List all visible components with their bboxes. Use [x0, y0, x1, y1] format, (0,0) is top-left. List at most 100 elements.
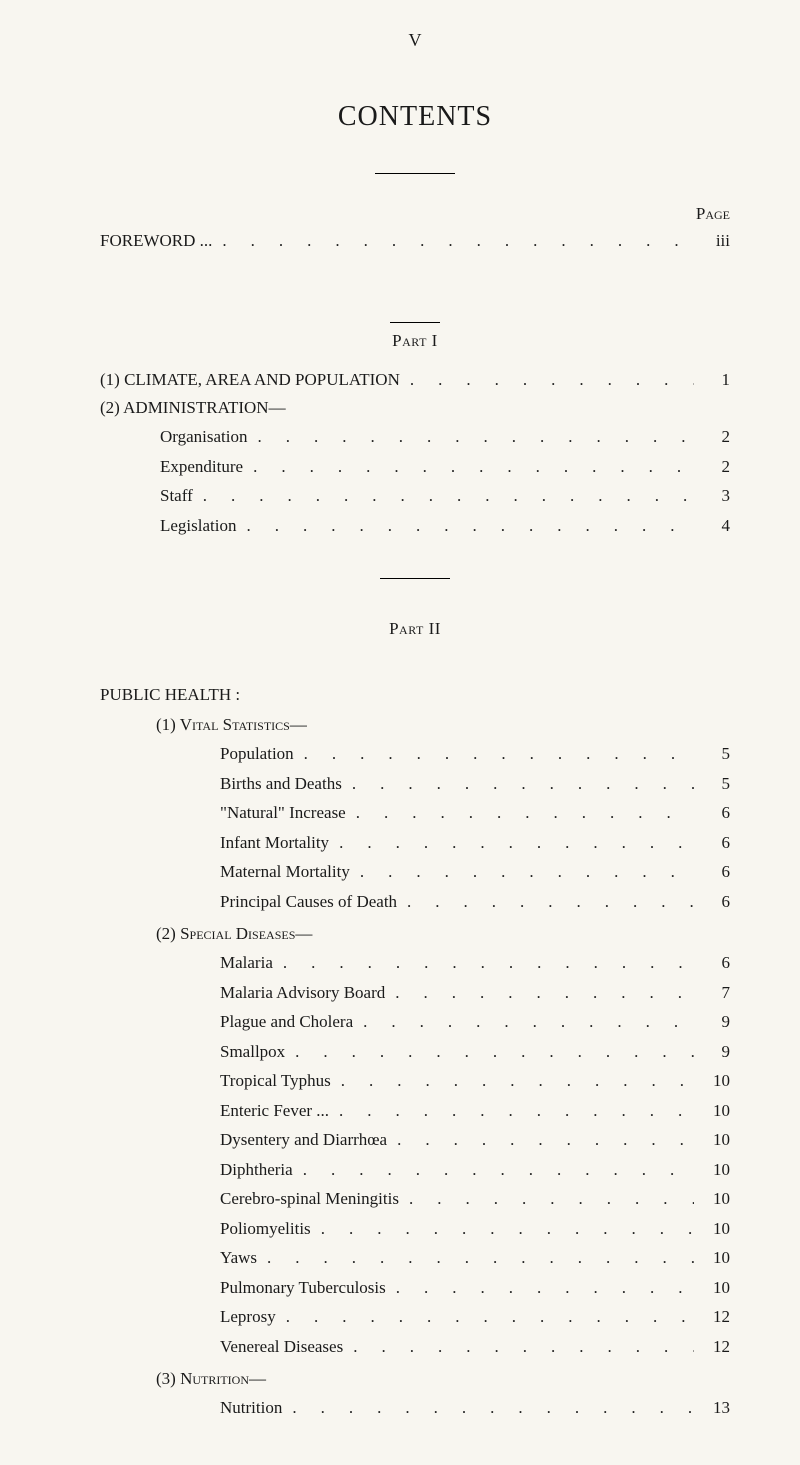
toc-climate: (1) CLIMATE, AREA AND POPULATION 1 [100, 367, 730, 393]
leader-dots [263, 1245, 694, 1271]
toc-vital-row: Births and Deaths 5 [100, 771, 730, 797]
leader-dots [300, 741, 694, 767]
toc-special-row: Venereal Diseases 12 [100, 1334, 730, 1360]
toc-vital-row: Maternal Mortality 6 [100, 859, 730, 885]
leader-dots [199, 483, 694, 509]
special-page: 9 [694, 1009, 730, 1035]
special-label: Malaria Advisory Board [220, 980, 391, 1006]
public-health-heading: PUBLIC HEALTH : [100, 685, 730, 705]
toc-admin-row: Legislation 4 [100, 513, 730, 539]
admin-page: 4 [694, 513, 730, 539]
toc-special-row: Malaria Advisory Board 7 [100, 980, 730, 1006]
special-label: Cerebro-spinal Meningitis [220, 1186, 405, 1212]
section-rule [380, 578, 450, 579]
title-rule [375, 173, 455, 174]
toc-special-row: Plague and Cholera 9 [100, 1009, 730, 1035]
admin-label: Staff [160, 483, 199, 509]
leader-dots [359, 1009, 694, 1035]
special-page: 10 [694, 1098, 730, 1124]
special-page: 7 [694, 980, 730, 1006]
special-page: 10 [694, 1216, 730, 1242]
nutrition-heading: (3) Nutrition— [156, 1369, 730, 1389]
special-label: Dysentery and Diarrhœa [220, 1127, 393, 1153]
vital-statistics-heading: (1) Vital Statistics— [156, 715, 730, 735]
toc-special-row: Pulmonary Tuberculosis 10 [100, 1275, 730, 1301]
foreword-label: FOREWORD ... [100, 228, 218, 254]
page-column-label: Page [100, 204, 730, 224]
special-page: 6 [694, 950, 730, 976]
vital-label: Population [220, 741, 300, 767]
toc-admin-row: Organisation 2 [100, 424, 730, 450]
leader-dots [299, 1157, 694, 1183]
leader-dots [335, 1098, 694, 1124]
leader-dots [249, 454, 694, 480]
special-label: Tropical Typhus [220, 1068, 337, 1094]
leader-dots [288, 1395, 694, 1421]
nutrition-label: Nutrition [220, 1395, 288, 1421]
vital-page: 6 [694, 800, 730, 826]
leader-dots [279, 950, 694, 976]
leader-dots [356, 859, 694, 885]
toc-admin-row: Staff 3 [100, 483, 730, 509]
special-label: Malaria [220, 950, 279, 976]
vital-page: 5 [694, 741, 730, 767]
special-label: Diphtheria [220, 1157, 299, 1183]
leader-dots [335, 830, 694, 856]
vital-label: "Natural" Increase [220, 800, 352, 826]
document-page: V CONTENTS Page FOREWORD ... iii Part I … [0, 0, 800, 1465]
admin-label: Expenditure [160, 454, 249, 480]
special-label: Leprosy [220, 1304, 282, 1330]
toc-special-row: Yaws 10 [100, 1245, 730, 1271]
special-page: 12 [694, 1334, 730, 1360]
part-ii-label: Part II [100, 619, 730, 639]
leader-dots [218, 228, 694, 254]
vital-label: Principal Causes of Death [220, 889, 403, 915]
leader-dots [403, 889, 694, 915]
admin-page: 2 [694, 454, 730, 480]
section-rule [390, 322, 440, 323]
leader-dots [392, 1275, 694, 1301]
leader-dots [317, 1216, 694, 1242]
leader-dots [391, 980, 694, 1006]
toc-vital-row: Infant Mortality 6 [100, 830, 730, 856]
special-diseases-heading: (2) Special Diseases— [156, 924, 730, 944]
special-page: 10 [694, 1186, 730, 1212]
leader-dots [348, 771, 694, 797]
special-page: 10 [694, 1245, 730, 1271]
leader-dots [393, 1127, 694, 1153]
leader-dots [282, 1304, 694, 1330]
part-i-label: Part I [100, 331, 730, 351]
special-page: 10 [694, 1157, 730, 1183]
toc-nutrition-row: Nutrition 13 [100, 1395, 730, 1421]
page-number-top: V [100, 30, 730, 51]
toc-special-row: Malaria 6 [100, 950, 730, 976]
leader-dots [406, 367, 694, 393]
vital-label: Maternal Mortality [220, 859, 356, 885]
special-label: Yaws [220, 1245, 263, 1271]
leader-dots [405, 1186, 694, 1212]
leader-dots [291, 1039, 694, 1065]
toc-foreword: FOREWORD ... iii [100, 228, 730, 254]
special-label: Venereal Diseases [220, 1334, 349, 1360]
vital-page: 6 [694, 830, 730, 856]
special-page: 10 [694, 1127, 730, 1153]
contents-title: CONTENTS [100, 101, 730, 133]
toc-vital-row: "Natural" Increase 6 [100, 800, 730, 826]
vital-page: 5 [694, 771, 730, 797]
vital-label: Births and Deaths [220, 771, 348, 797]
special-label: Plague and Cholera [220, 1009, 359, 1035]
special-label: Smallpox [220, 1039, 291, 1065]
leader-dots [254, 424, 694, 450]
nutrition-page: 13 [694, 1395, 730, 1421]
toc-special-row: Diphtheria 10 [100, 1157, 730, 1183]
toc-special-row: Cerebro-spinal Meningitis 10 [100, 1186, 730, 1212]
special-page: 10 [694, 1275, 730, 1301]
toc-admin-row: Expenditure 2 [100, 454, 730, 480]
special-page: 12 [694, 1304, 730, 1330]
toc-special-row: Dysentery and Diarrhœa 10 [100, 1127, 730, 1153]
climate-label: (1) CLIMATE, AREA AND POPULATION [100, 367, 406, 393]
special-label: Pulmonary Tuberculosis [220, 1275, 392, 1301]
toc-vital-row: Principal Causes of Death 6 [100, 889, 730, 915]
toc-vital-row: Population 5 [100, 741, 730, 767]
climate-page: 1 [694, 367, 730, 393]
